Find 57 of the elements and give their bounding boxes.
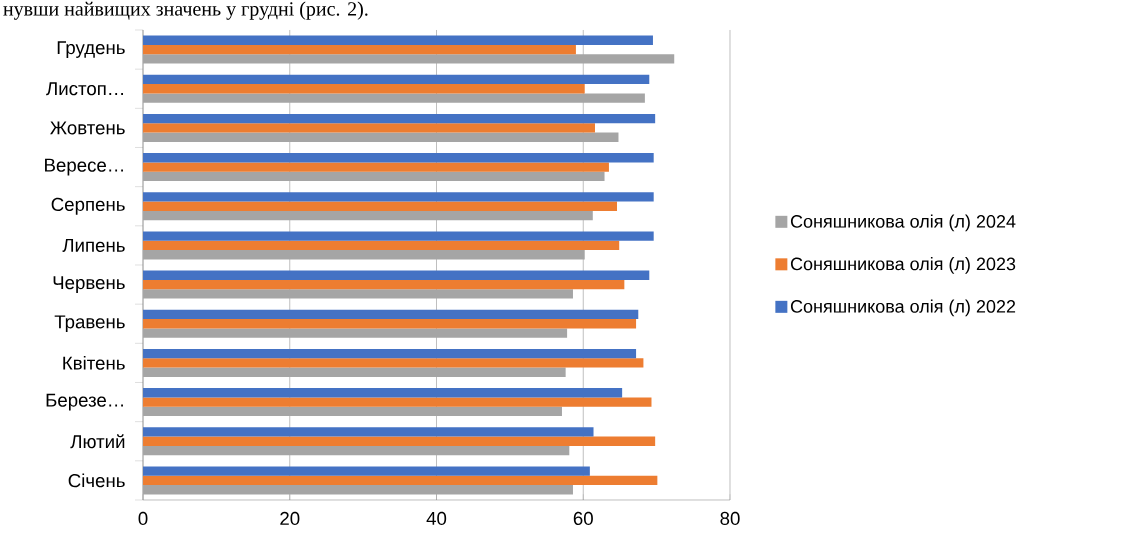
legend-label: Соняшникова олія (л) 2024 xyxy=(790,214,1016,232)
bar xyxy=(143,123,595,133)
bar xyxy=(143,475,658,486)
y-tick-label: Січень xyxy=(68,473,125,488)
bar xyxy=(143,270,650,280)
x-tick-label: 80 xyxy=(720,511,740,526)
x-tick-label: 20 xyxy=(280,511,300,526)
bar xyxy=(143,406,562,417)
bar xyxy=(143,367,566,377)
bar xyxy=(143,397,652,407)
y-tick-label: Квітень xyxy=(63,356,125,370)
bar xyxy=(143,201,618,211)
legend-label: Соняшникова олія (л) 2022 xyxy=(790,299,1016,317)
bar xyxy=(143,84,585,94)
bar xyxy=(143,388,623,398)
bar xyxy=(143,427,594,437)
y-tick-label: Жовтень xyxy=(50,121,125,135)
y-tick-label: Листоп… xyxy=(46,82,123,96)
bar xyxy=(143,240,620,251)
bar xyxy=(143,132,619,142)
bar xyxy=(143,250,585,260)
bar xyxy=(143,153,654,163)
bar xyxy=(143,436,656,446)
x-tick-label: 60 xyxy=(573,511,593,526)
bar xyxy=(143,279,625,290)
bar xyxy=(143,35,653,45)
bar xyxy=(143,192,654,202)
y-tick-label: Серпень xyxy=(51,197,125,215)
bar xyxy=(143,319,637,329)
bar xyxy=(143,289,573,299)
bar xyxy=(143,328,568,338)
bar xyxy=(143,74,650,85)
bar xyxy=(143,358,644,368)
bar xyxy=(143,44,576,55)
bar xyxy=(143,210,593,221)
y-tick-label: Березе… xyxy=(46,393,123,411)
y-tick-label: Червень xyxy=(53,276,125,293)
y-tick-label: Лютий xyxy=(70,434,125,449)
x-tick-label: 0 xyxy=(138,511,148,526)
bar xyxy=(143,171,605,182)
bar xyxy=(143,348,637,359)
bar xyxy=(143,231,654,241)
y-tick-label: Грудень xyxy=(57,41,125,58)
bar xyxy=(143,93,645,103)
legend-label: Соняшникова олія (л) 2023 xyxy=(790,257,1016,274)
text: нувши найвищих значень у грудні (рис. 2). xyxy=(3,1,368,20)
bar xyxy=(143,54,675,64)
bar xyxy=(143,113,656,124)
bar xyxy=(143,445,570,456)
bar xyxy=(143,162,609,172)
y-tick-label: Вересе… xyxy=(45,158,123,176)
y-tick-label: Травень xyxy=(54,315,125,333)
bar xyxy=(143,485,573,495)
bar xyxy=(143,466,590,476)
bar xyxy=(143,309,639,320)
x-tick-label: 40 xyxy=(426,511,447,526)
y-tick-label: Липень xyxy=(62,238,125,252)
